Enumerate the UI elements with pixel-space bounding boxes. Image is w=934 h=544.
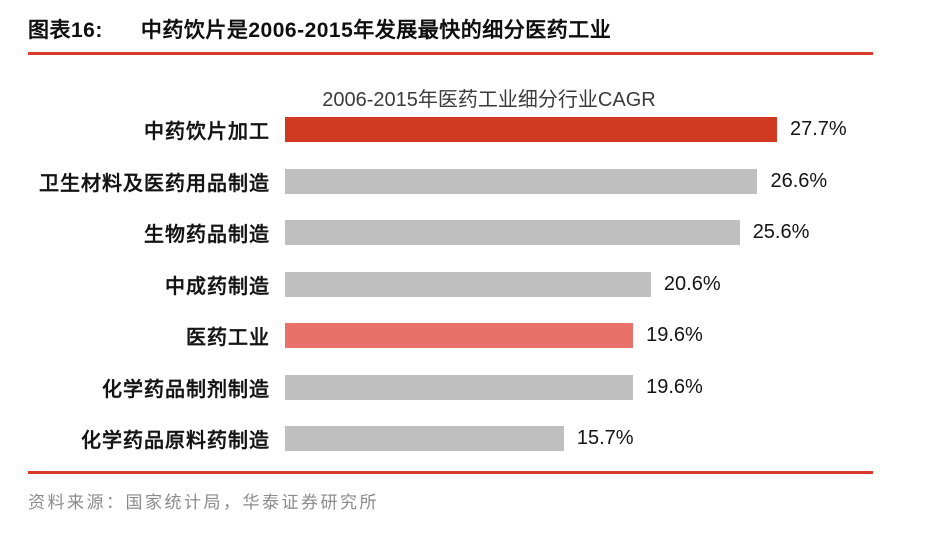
bar-row: 化学药品制剂制造 19.6% <box>0 362 934 414</box>
value-label: 25.6% <box>752 221 810 244</box>
bar <box>285 426 564 452</box>
figure-title: 中药饮片是2006-2015年发展最快的细分医药工业 <box>140 19 612 42</box>
value-label: 27.7% <box>790 118 847 141</box>
chart-title: 2006-2015年医药工业细分行业CAGR <box>322 89 656 111</box>
bar-row: 中药饮片加工 27.7% <box>0 104 934 156</box>
category-label: 卫生材料及医药用品制造 <box>39 172 270 195</box>
data-source-note: 资料来源：国家统计局，华泰证券研究所 <box>28 493 379 512</box>
bar <box>285 374 634 400</box>
bar <box>285 168 758 194</box>
value-label: 19.6% <box>646 324 703 347</box>
category-label: 中药饮片加工 <box>144 121 270 144</box>
category-label: 化学药品制剂制造 <box>102 378 270 401</box>
value-label: 26.6% <box>770 169 828 192</box>
value-label: 20.6% <box>663 272 721 295</box>
bar-row: 生物药品制造 25.6% <box>0 207 934 259</box>
bar <box>285 323 634 349</box>
bar <box>285 271 651 297</box>
figure-header: 图表16: 中药饮片是2006-2015年发展最快的细分医药工业 <box>28 14 906 44</box>
figure-number-label: 图表16: <box>28 19 103 42</box>
footer-divider-rule <box>28 471 873 474</box>
bar-row: 卫生材料及医药用品制造 26.6% <box>0 156 934 208</box>
category-label: 化学药品原料药制造 <box>81 430 270 453</box>
bar <box>285 220 740 246</box>
value-label: 15.7% <box>576 427 634 450</box>
category-label: 中成药制造 <box>165 275 270 298</box>
header-divider-rule <box>28 52 873 55</box>
bar-row: 中成药制造 20.6% <box>0 259 934 311</box>
bar-chart: 中药饮片加工 27.7% 卫生材料及医药用品制造 26.6% 生物药品制造 25.6% 中成… <box>0 104 934 465</box>
bar-row: 化学药品原料药制造 15.7% <box>0 413 934 465</box>
bar <box>285 117 777 143</box>
category-label: 生物药品制造 <box>144 224 270 247</box>
bar-row: 医药工业 19.6% <box>0 310 934 362</box>
value-label: 19.6% <box>646 375 703 398</box>
category-label: 医药工业 <box>186 327 270 350</box>
